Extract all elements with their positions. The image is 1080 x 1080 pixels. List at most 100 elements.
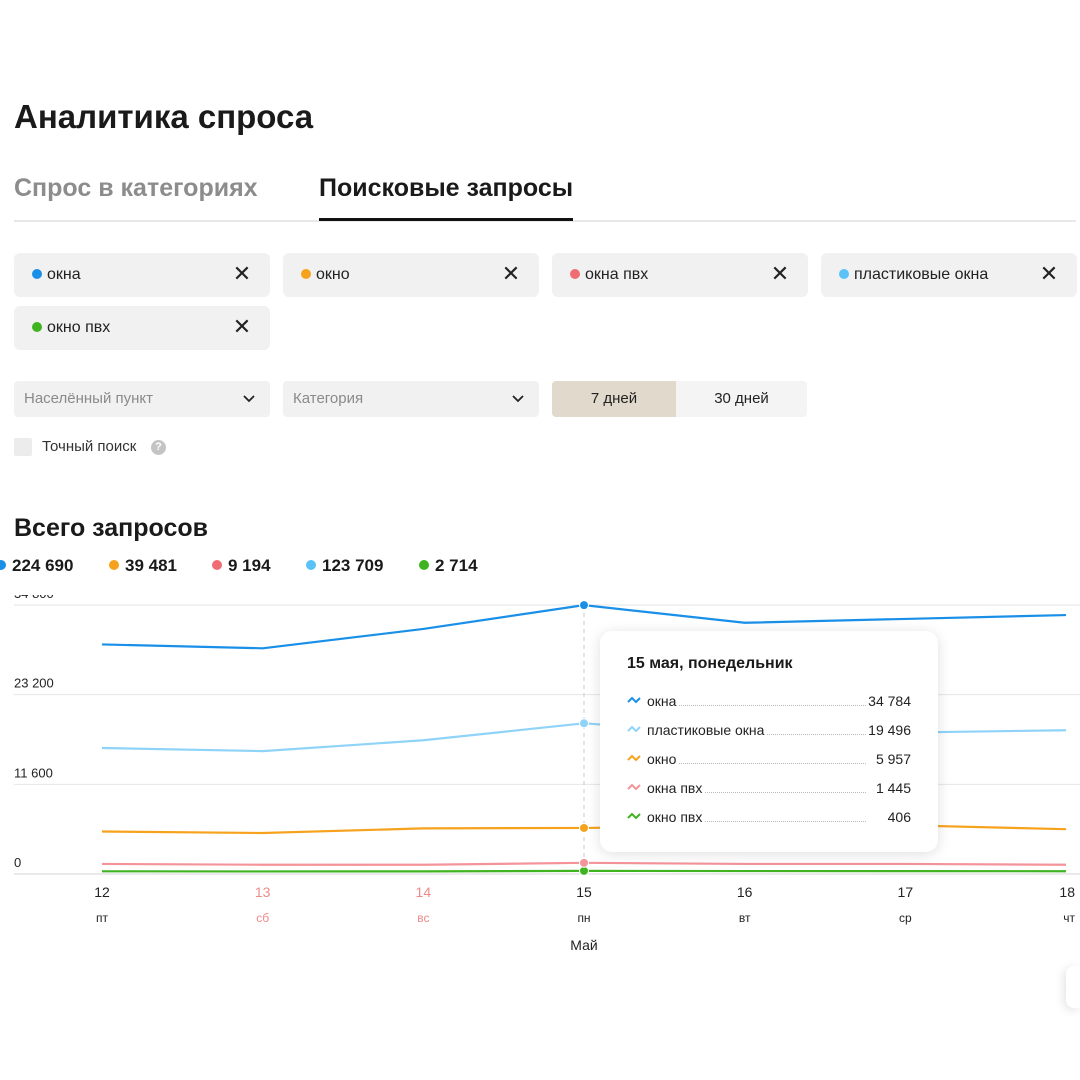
data-point	[579, 822, 589, 833]
tooltip-row-value: 406	[885, 807, 911, 827]
total-value: 39 481	[109, 556, 177, 576]
x-month-label: Май	[570, 937, 597, 953]
category-select[interactable]: Категория	[283, 381, 539, 417]
y-tick-label: 11 600	[14, 765, 53, 780]
series-color-dot	[306, 560, 316, 570]
x-tick-label: 17	[898, 884, 914, 900]
chart-tooltip: 15 мая, понедельник окна 34 784 пластико…	[600, 631, 938, 852]
total-value-text: 39 481	[125, 556, 177, 575]
x-tick-label: 16	[737, 884, 753, 900]
x-weekday-label: вс	[417, 911, 429, 925]
line-series-icon	[627, 783, 641, 791]
tooltip-row-value: 34 784	[866, 691, 911, 711]
dotted-leader	[647, 705, 866, 706]
x-weekday-label: ср	[899, 911, 912, 925]
x-tick-label: 18	[1059, 884, 1075, 900]
x-weekday-label: сб	[256, 911, 269, 925]
tooltip-row: окна 34 784	[627, 691, 911, 711]
data-point	[579, 857, 589, 868]
tooltip-row: окна пвх 1 445	[627, 778, 911, 798]
side-panel-edge	[1066, 966, 1080, 1008]
x-tick-label: 13	[255, 884, 271, 900]
query-chip[interactable]: окно ✕	[283, 253, 539, 297]
total-value: 2 714	[419, 556, 478, 576]
total-value-text: 2 714	[435, 556, 478, 575]
help-icon[interactable]: ?	[151, 440, 166, 455]
tooltip-row-value: 19 496	[866, 720, 911, 740]
data-point	[579, 718, 589, 729]
exact-search-checkbox[interactable]	[14, 438, 32, 456]
total-value-text: 224 690	[12, 556, 74, 575]
query-chip[interactable]: пластиковые окна ✕	[821, 253, 1077, 297]
total-value: 224 690	[0, 556, 73, 576]
chevron-down-icon	[243, 395, 255, 403]
y-tick-label: 23 200	[14, 676, 54, 691]
total-value-text: 9 194	[228, 556, 271, 575]
series-color-dot	[109, 560, 119, 570]
tab-bar: Спрос в категориях Поисковые запросы	[14, 170, 1076, 222]
tooltip-row: окно пвх 406	[627, 807, 911, 827]
period-7-days-button[interactable]: 7 дней	[552, 381, 676, 417]
tab-search-queries[interactable]: Поисковые запросы	[319, 170, 574, 221]
series-color-dot	[419, 560, 429, 570]
tooltip-row-name: пластиковые окна	[647, 720, 767, 740]
total-value-text: 123 709	[322, 556, 384, 575]
query-chip-label: окно пвх	[47, 319, 111, 336]
dotted-leader	[647, 792, 866, 793]
dotted-leader	[647, 821, 866, 822]
tooltip-row-value: 5 957	[873, 749, 911, 769]
query-chip[interactable]: окна ✕	[14, 253, 270, 297]
series-color-dot	[301, 269, 311, 279]
x-tick-label: 14	[416, 884, 432, 900]
query-chip[interactable]: окно пвх ✕	[14, 306, 270, 350]
y-tick-label: 0	[14, 855, 21, 870]
data-point	[579, 600, 589, 611]
tooltip-row-name: окна	[647, 691, 679, 711]
total-value: 9 194	[212, 556, 271, 576]
line-series-icon	[627, 725, 641, 733]
page-title: Аналитика спроса	[14, 98, 314, 135]
series-color-dot	[212, 560, 222, 570]
x-weekday-label: пн	[577, 911, 590, 925]
close-icon[interactable]: ✕	[1039, 261, 1059, 286]
tooltip-title: 15 мая, понедельник	[627, 655, 793, 672]
series-color-dot	[0, 560, 6, 570]
dotted-leader	[647, 763, 866, 764]
series-color-dot	[32, 269, 42, 279]
total-value: 123 709	[306, 556, 383, 576]
period-30-days-button[interactable]: 30 дней	[676, 381, 807, 417]
x-weekday-label: чт	[1063, 911, 1075, 925]
close-icon[interactable]: ✕	[232, 314, 252, 339]
category-select-placeholder: Категория	[293, 390, 364, 407]
query-chip-label: пластиковые окна	[854, 266, 989, 283]
query-chip-label: окна пвх	[585, 266, 649, 283]
query-chip-label: окна	[47, 266, 81, 283]
totals-title: Всего запросов	[14, 514, 209, 542]
city-select[interactable]: Населённый пункт	[14, 381, 270, 417]
close-icon[interactable]: ✕	[501, 261, 521, 286]
chevron-down-icon	[512, 395, 524, 403]
tooltip-row-value: 1 445	[873, 778, 911, 798]
series-color-dot	[32, 322, 42, 332]
series-color-dot	[570, 269, 580, 279]
x-weekday-label: вт	[739, 911, 751, 925]
tooltip-row-name: окно	[647, 749, 679, 769]
line-series-icon	[627, 754, 641, 762]
exact-search-label: Точный поиск	[42, 438, 137, 455]
tooltip-row: окно 5 957	[627, 749, 911, 769]
x-tick-label: 15	[576, 884, 592, 900]
tooltip-row-name: окно пвх	[647, 807, 705, 827]
x-weekday-label: пт	[96, 911, 108, 925]
line-series-icon	[627, 812, 641, 820]
tooltip-row-name: окна пвх	[647, 778, 705, 798]
x-tick-label: 12	[94, 884, 110, 900]
tooltip-row: пластиковые окна 19 496	[627, 720, 911, 740]
close-icon[interactable]: ✕	[770, 261, 790, 286]
query-chip-label: окно	[316, 266, 350, 283]
tab-category-demand[interactable]: Спрос в категориях	[14, 174, 258, 202]
query-chip[interactable]: окна пвх ✕	[552, 253, 808, 297]
close-icon[interactable]: ✕	[232, 261, 252, 286]
city-select-placeholder: Населённый пункт	[24, 390, 154, 407]
series-color-dot	[839, 269, 849, 279]
y-tick-label: 34 800	[14, 595, 54, 601]
